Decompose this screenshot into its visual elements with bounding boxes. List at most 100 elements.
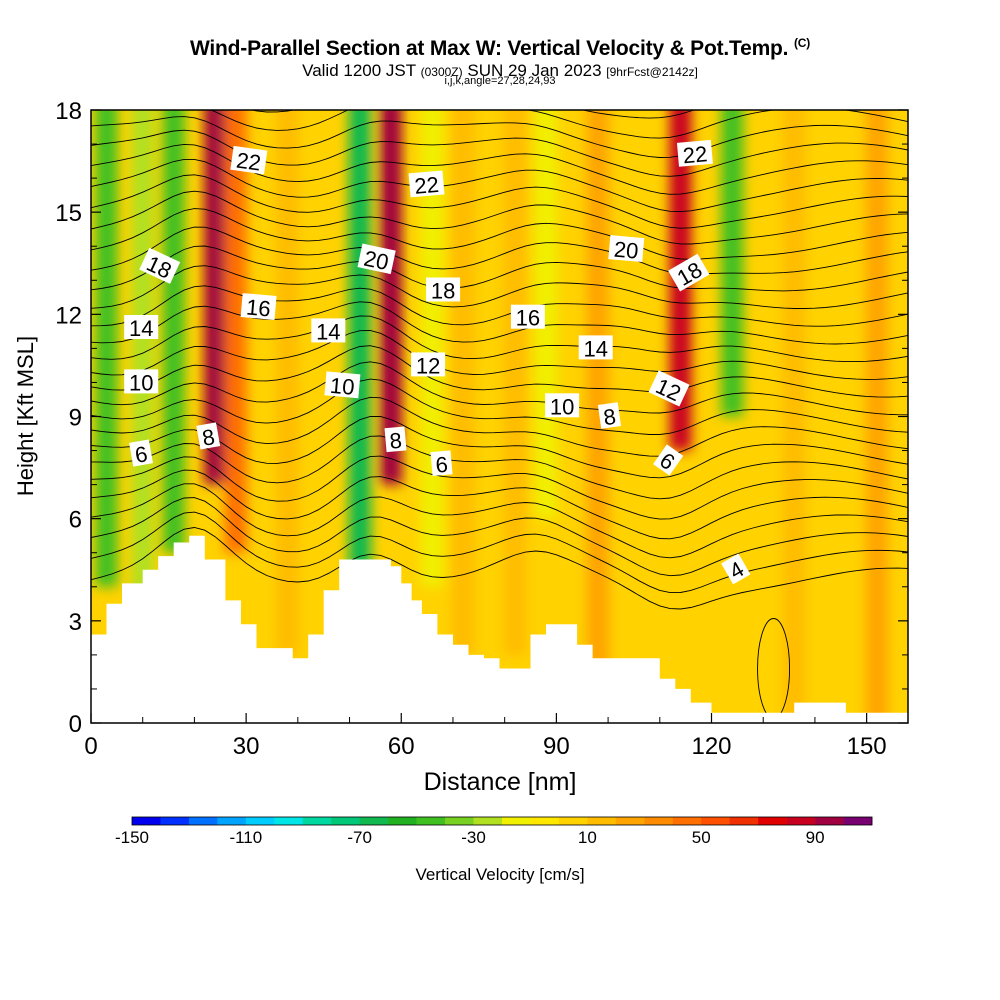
theta-contour (91, 285, 908, 327)
theta-label-box (426, 277, 461, 302)
y-axis-label: Height [Kft MSL] (13, 336, 38, 496)
theta-label-box (124, 369, 159, 394)
theta-label: 14 (311, 318, 346, 344)
chart-subtitle: Valid 1200 JST (0300Z) SUN 29 Jan 2023 [… (0, 61, 1000, 81)
theta-contour (91, 143, 908, 195)
theta-contour (91, 378, 908, 435)
theta-label: 18 (426, 277, 461, 304)
colorbar-segment (302, 817, 332, 825)
velocity-column (865, 110, 888, 723)
theta-label-text: 12 (416, 353, 440, 378)
x-tick-label: 0 (84, 733, 97, 760)
y-tick-label: 6 (69, 507, 82, 534)
velocity-column (379, 110, 402, 485)
theta-contour (91, 116, 908, 158)
theta-contour (91, 483, 908, 559)
y-tick-label: 3 (69, 609, 82, 636)
theta-label-box (384, 426, 407, 453)
colorbar-segment (701, 817, 730, 825)
velocity-column (204, 110, 227, 485)
theta-label-box (510, 304, 545, 329)
theta-contour (91, 315, 908, 363)
theta-label: 8 (196, 422, 221, 451)
theta-label-box (240, 293, 277, 320)
theta-label-text: 18 (431, 279, 455, 304)
theta-label: 22 (408, 170, 445, 199)
theta-contour (91, 497, 908, 577)
theta-label-box (408, 170, 445, 198)
theta-label-text: 22 (235, 148, 263, 176)
colorbar-segment (274, 817, 304, 825)
colorbar-segment (672, 817, 702, 825)
theta-contour (91, 265, 908, 309)
theta-contour (91, 469, 908, 540)
theta-label: 16 (510, 304, 545, 331)
colorbar-tick-label: 50 (692, 828, 711, 847)
theta-label: 8 (597, 402, 622, 430)
colorbar-segment (843, 817, 873, 825)
velocity-column (131, 110, 154, 621)
colorbar-frame (131, 816, 873, 826)
theta-label: 6 (430, 450, 453, 478)
colorbar-segment (587, 817, 617, 825)
theta-label-box (676, 139, 713, 167)
colorbar-segment (217, 817, 247, 825)
theta-label-text: 16 (516, 306, 540, 331)
y-tick-label: 12 (55, 302, 82, 329)
colorbar-segment (758, 817, 787, 825)
theta-label-text: 10 (129, 370, 153, 395)
theta-label-text: 6 (133, 441, 149, 468)
theta-label-text: 8 (602, 404, 618, 430)
theta-contour (91, 61, 908, 98)
colorbar-tick-label: -110 (229, 828, 262, 847)
theta-label-box (545, 393, 580, 418)
colorbar-segment (388, 817, 417, 825)
theta-label: 20 (608, 235, 645, 264)
x-tick-label: 30 (233, 733, 260, 760)
theta-label-text: 20 (613, 237, 640, 264)
velocity-column (586, 110, 609, 723)
theta-label-box (196, 422, 221, 450)
theta-label-box (139, 247, 181, 284)
theta-label-box (324, 371, 361, 399)
theta-label: 12 (411, 352, 446, 378)
theta-label-text: 14 (129, 316, 153, 341)
colorbar-segment (416, 817, 446, 825)
theta-label: 16 (240, 293, 277, 322)
theta-label-text: 6 (434, 452, 448, 478)
colorbar-tick-label: -30 (461, 828, 486, 847)
theta-label: 8 (384, 426, 407, 454)
theta-contour (91, 345, 908, 398)
subtitle-forecast: [9hrFcst@2142z] (606, 65, 698, 79)
theta-label-box (668, 253, 710, 292)
colorbar-segment (445, 817, 474, 825)
theta-label-text: 22 (413, 172, 440, 199)
theta-contour (91, 361, 908, 416)
theta-label: 4 (721, 553, 751, 585)
theta-label-box (411, 352, 446, 377)
theta-contour (91, 455, 908, 520)
chart-title-text: Wind-Parallel Section at Max W: Vertical… (189, 37, 789, 60)
velocity-column (348, 110, 371, 570)
theta-label-box (230, 145, 268, 175)
theta-label-box (597, 402, 622, 429)
y-tick-label: 0 (69, 711, 82, 738)
theta-label: 22 (676, 139, 713, 168)
velocity-column (95, 110, 118, 587)
theta-label-box (430, 450, 453, 477)
y-tick-label: 9 (69, 405, 82, 432)
theta-label-box (648, 370, 690, 407)
axes: 0 30 60 90 120 150 0 3 6 9 12 15 18 (55, 98, 908, 760)
theta-contour (91, 129, 908, 177)
theta-label-box (357, 243, 396, 275)
colorbar: -150 -110 -70 -30 10 50 90 (115, 816, 873, 847)
x-axis-label: Distance [nm] (424, 768, 577, 796)
chart-title: Wind-Parallel Section at Max W: Vertical… (0, 36, 1000, 61)
x-tick-label: 120 (691, 733, 731, 760)
y-tick-label: 18 (55, 98, 82, 125)
theta-label: 14 (124, 315, 159, 341)
theta-label-text: 14 (316, 319, 340, 344)
theta-label-box (721, 553, 751, 585)
